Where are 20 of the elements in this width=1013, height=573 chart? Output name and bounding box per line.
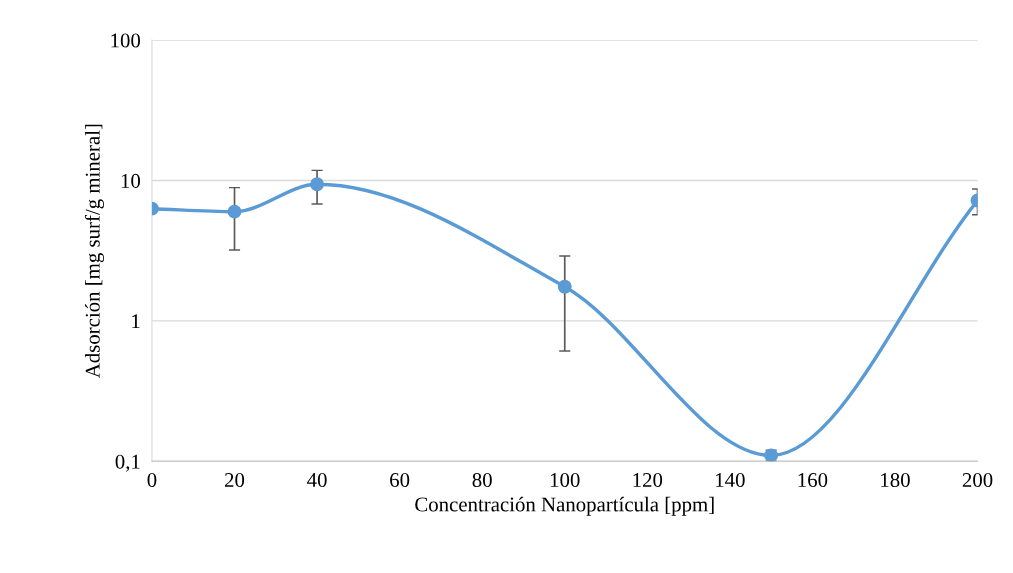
x-tick-label: 40 — [307, 472, 327, 488]
y-tick-label: 10 — [121, 173, 141, 188]
y-tick-label: 100 — [111, 33, 141, 48]
x-tick-label: 20 — [225, 472, 245, 488]
y-tick-label: 1 — [132, 314, 140, 329]
point — [227, 204, 242, 219]
x-tick-label: 200 — [962, 472, 993, 488]
x-tick-label: 140 — [716, 472, 745, 488]
point — [310, 177, 325, 192]
x-tick-label: 60 — [390, 472, 410, 488]
x-tick-label: 100 — [550, 472, 580, 488]
y-axis-title: Adsorción [mg surf/g mineral] — [84, 124, 105, 379]
x-tick-label: 80 — [472, 472, 492, 488]
x-tick-label: 180 — [881, 472, 910, 488]
x-tick-label: 160 — [798, 472, 828, 488]
x-axis-title: Concentración Nanopartícula [ppm] — [415, 496, 714, 516]
x-tick-label: 120 — [633, 472, 663, 488]
point — [557, 279, 572, 294]
x-tick-label: 0 — [147, 472, 157, 488]
y-tick-label: 0,1 — [115, 454, 140, 472]
